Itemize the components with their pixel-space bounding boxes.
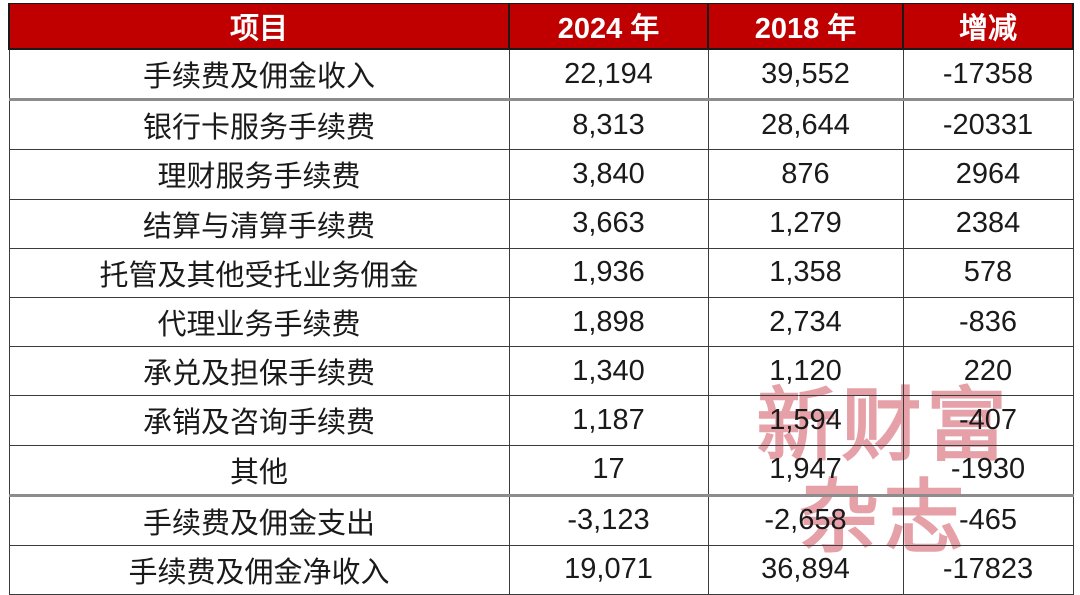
- y2018-cell: 36,894: [707, 544, 904, 595]
- y2018-cell: 876: [707, 149, 904, 200]
- y2024-cell: 1,340: [508, 346, 709, 397]
- item-cell: 承兑及担保手续费: [8, 346, 510, 397]
- change-cell: 578: [902, 247, 1074, 298]
- y2024-cell: 1,898: [508, 296, 709, 348]
- item-cell: 理财服务手续费: [8, 149, 510, 200]
- y2018-cell: 1,947: [707, 444, 904, 496]
- item-cell: 银行卡服务手续费: [8, 98, 510, 151]
- change-cell: -17823: [902, 544, 1074, 595]
- table-row: 托管及其他受托业务佣金 1,936 1,358 578: [8, 247, 1074, 298]
- item-cell: 承销及咨询手续费: [8, 395, 510, 446]
- table-row: 结算与清算手续费 3,663 1,279 2384: [8, 198, 1074, 249]
- item-cell: 结算与清算手续费: [8, 198, 510, 249]
- table-row: 承兑及担保手续费 1,340 1,120 220: [8, 346, 1074, 397]
- change-cell: -17358: [902, 48, 1074, 101]
- item-cell: 托管及其他受托业务佣金: [8, 247, 510, 298]
- change-cell: -407: [902, 395, 1074, 446]
- y2018-cell: 2,734: [707, 296, 904, 348]
- y2024-cell: -3,123: [508, 493, 709, 546]
- col-header-change: 增减: [902, 3, 1074, 50]
- col-header-2018: 2018 年: [707, 3, 904, 50]
- table-row: 手续费及佣金收入 22,194 39,552 -17358: [8, 48, 1074, 101]
- table-row: 银行卡服务手续费 8,313 28,644 -20331: [8, 98, 1074, 151]
- col-header-item: 项目: [8, 3, 510, 50]
- y2024-cell: 3,840: [508, 149, 709, 200]
- y2018-cell: 28,644: [707, 98, 904, 151]
- y2024-cell: 19,071: [508, 544, 709, 595]
- item-cell: 手续费及佣金支出: [8, 493, 510, 546]
- y2024-cell: 22,194: [508, 48, 709, 101]
- y2024-cell: 3,663: [508, 198, 709, 249]
- fee-income-table: 项目 2024 年 2018 年 增减 手续费及佣金收入 22,194 39,552…: [8, 3, 1074, 595]
- item-cell: 手续费及佣金净收入: [8, 544, 510, 595]
- table-row: 理财服务手续费 3,840 876 2964: [8, 149, 1074, 200]
- y2024-cell: 8,313: [508, 98, 709, 151]
- y2018-cell: 1,120: [707, 346, 904, 397]
- table-row: 手续费及佣金支出 -3,123 -2,658 -465: [8, 493, 1074, 546]
- change-cell: -20331: [902, 98, 1074, 151]
- change-cell: -1930: [902, 444, 1074, 496]
- y2024-cell: 1,936: [508, 247, 709, 298]
- change-cell: 2384: [902, 198, 1074, 249]
- change-cell: -465: [902, 493, 1074, 546]
- item-cell: 其他: [8, 444, 510, 496]
- y2018-cell: 39,552: [707, 48, 904, 101]
- table-row: 承销及咨询手续费 1,187 1,594 -407: [8, 395, 1074, 446]
- change-cell: -836: [902, 296, 1074, 348]
- y2018-cell: 1,358: [707, 247, 904, 298]
- y2018-cell: -2,658: [707, 493, 904, 546]
- col-header-2024: 2024 年: [508, 3, 709, 50]
- change-cell: 220: [902, 346, 1074, 397]
- table-row: 代理业务手续费 1,898 2,734 -836: [8, 296, 1074, 348]
- header-row: 项目 2024 年 2018 年 增减: [8, 3, 1074, 50]
- y2024-cell: 17: [508, 444, 709, 496]
- y2018-cell: 1,594: [707, 395, 904, 446]
- table-row: 其他 17 1,947 -1930: [8, 444, 1074, 496]
- item-cell: 代理业务手续费: [8, 296, 510, 348]
- y2024-cell: 1,187: [508, 395, 709, 446]
- y2018-cell: 1,279: [707, 198, 904, 249]
- change-cell: 2964: [902, 149, 1074, 200]
- table-row: 手续费及佣金净收入 19,071 36,894 -17823: [8, 544, 1074, 595]
- item-cell: 手续费及佣金收入: [8, 48, 510, 101]
